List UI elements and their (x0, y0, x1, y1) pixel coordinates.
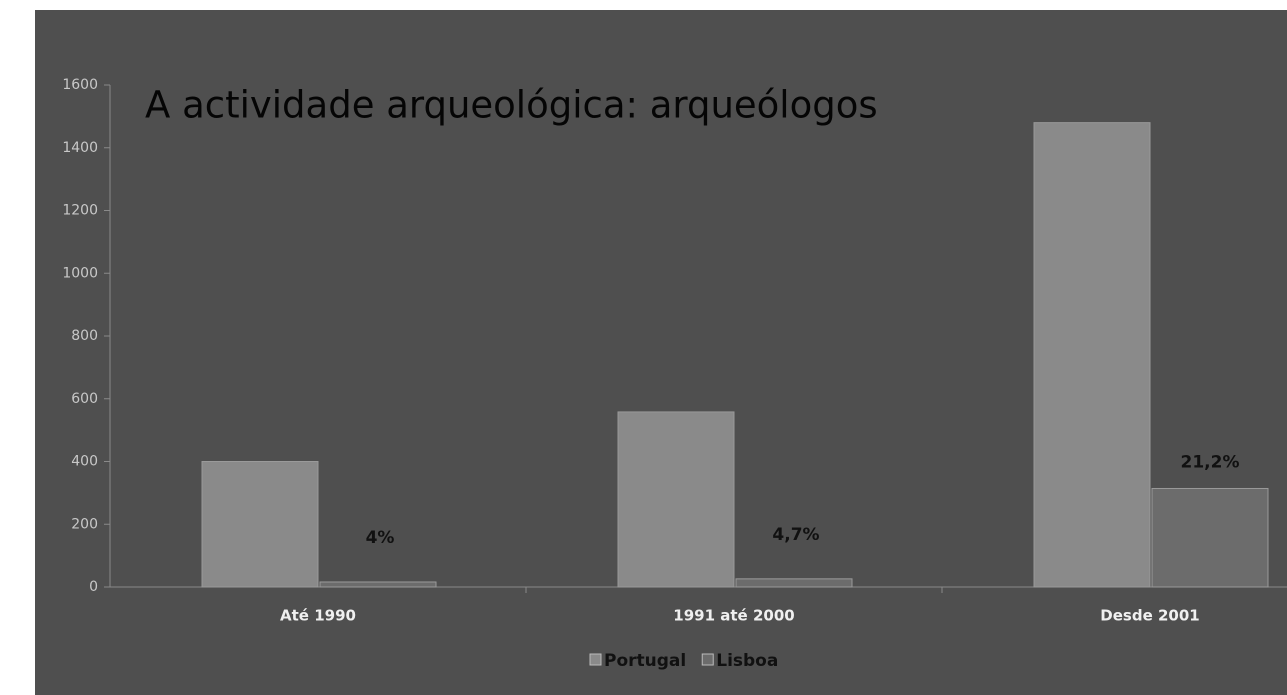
legend-swatch (589, 653, 602, 666)
y-tick-label: 1000 (62, 265, 98, 281)
legend-label: Portugal (604, 651, 686, 671)
y-tick-label: 200 (71, 516, 98, 532)
y-tick-label: 1400 (62, 140, 98, 156)
bar (1151, 487, 1269, 588)
x-tick-label: Desde 2001 (1100, 607, 1199, 625)
y-tick-label: 1200 (62, 203, 98, 219)
data-label: 4% (366, 528, 395, 548)
legend-swatch (701, 653, 714, 666)
y-tick-label: 600 (71, 391, 98, 407)
y-tick-label: 0 (89, 579, 98, 595)
bar (201, 461, 319, 588)
bar (319, 581, 437, 588)
x-tick-label: Até 1990 (280, 607, 356, 625)
legend-label: Lisboa (716, 651, 778, 671)
data-label: 21,2% (1181, 452, 1240, 472)
bar (1033, 122, 1151, 588)
x-tick-label: 1991 até 2000 (673, 607, 794, 625)
bar (735, 578, 853, 588)
chart-title: A actividade arqueológica: arqueólogos (145, 84, 878, 127)
y-tick-label: 800 (71, 328, 98, 344)
y-tick-label: 400 (71, 454, 98, 470)
y-tick-label: 1600 (62, 77, 98, 93)
bar (617, 411, 735, 588)
data-label: 4,7% (772, 525, 819, 545)
